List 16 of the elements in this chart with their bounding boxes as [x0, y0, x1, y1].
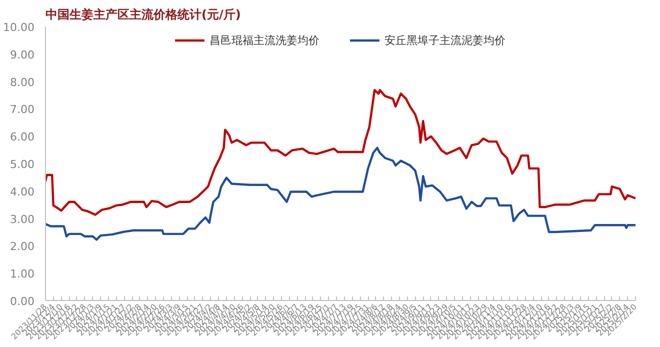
legend-label: 昌邑琨福主流洗姜均价: [210, 32, 320, 48]
y-tick-label: 1.00: [10, 268, 35, 281]
line-series: [46, 88, 636, 216]
y-tick-label: 3.00: [10, 212, 35, 226]
y-tick-label: 8.00: [10, 76, 35, 89]
y-tick-label: 0.00: [10, 295, 35, 308]
y-tick-label: 9.00: [10, 48, 35, 62]
chart-title: 中国生姜主产区主流价格统计(元/斤): [46, 8, 241, 22]
y-tick-label: 5.00: [10, 158, 35, 171]
y-tick-label: 2.00: [10, 240, 35, 254]
y-tick-label: 7.00: [10, 103, 35, 116]
y-tick-label: 6.00: [10, 130, 35, 144]
line-series: [46, 146, 636, 241]
y-tick-label: 4.00: [10, 185, 35, 198]
legend-label: 安丘黑埠子主流泥姜均价: [384, 32, 506, 48]
y-tick-label: 10.00: [3, 21, 35, 34]
